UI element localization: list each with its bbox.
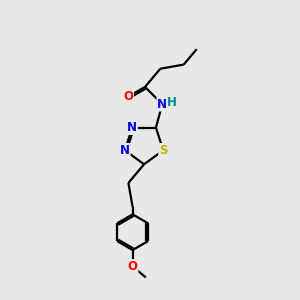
Text: O: O — [123, 90, 133, 103]
Text: S: S — [159, 144, 167, 157]
Text: N: N — [157, 98, 167, 111]
Text: N: N — [120, 144, 130, 157]
Text: O: O — [128, 260, 138, 273]
Text: N: N — [127, 121, 137, 134]
Text: H: H — [167, 96, 177, 109]
